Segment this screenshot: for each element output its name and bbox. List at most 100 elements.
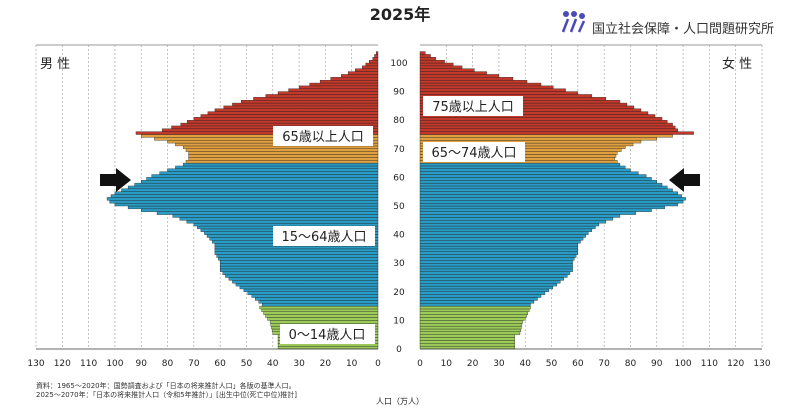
male-bar [172, 214, 379, 218]
male-bar [188, 151, 379, 155]
female-bar [419, 222, 600, 227]
male-bar [114, 191, 379, 195]
male-bar [288, 88, 379, 92]
age-tick-label: 100 [390, 59, 407, 69]
female-bar [419, 214, 621, 218]
male-bar [372, 57, 379, 61]
female-bar [419, 208, 652, 212]
x-tick-label: 80 [162, 359, 174, 369]
marker-arrow-right-icon [669, 168, 700, 192]
band-label-0-14: 0〜14歳人口 [280, 324, 375, 344]
male-bar [159, 171, 379, 175]
female-bar [419, 340, 515, 344]
female-bar [419, 168, 631, 172]
female-bar [419, 125, 676, 129]
female-bar [419, 225, 596, 230]
publisher-logo: 国立社会保障・人口問題研究所 [561, 11, 774, 37]
svg-text:65〜74歳人口: 65〜74歳人口 [431, 146, 516, 161]
female-bar [419, 345, 515, 350]
female-bar [419, 254, 577, 258]
female-side-label: 女 性 [722, 56, 752, 72]
x-tick-label: 130 [753, 359, 770, 369]
female-bar [419, 251, 579, 255]
marker-arrow-left-icon [100, 168, 131, 192]
male-bar [183, 162, 379, 167]
female-bar [419, 91, 579, 95]
female-bar [419, 263, 573, 267]
female-bar [419, 311, 529, 315]
female-bar [419, 228, 593, 232]
female-bar [419, 248, 579, 252]
age-tick-label: 90 [393, 88, 405, 98]
x-tick-label: 70 [188, 359, 200, 369]
female-bar [419, 51, 426, 55]
female-bar [419, 314, 527, 318]
source-note-line-2: 2025〜2070年：「日本の将来推計人口（令和5年推計）」[出生中位(死亡中位… [36, 390, 297, 399]
band-label-75-plus: 75歳以上人口 [423, 96, 523, 116]
band-label-15-64: 15〜64歳人口 [273, 226, 375, 246]
male-bar [239, 285, 379, 290]
male-bar [134, 182, 379, 187]
female-bar [419, 194, 682, 198]
female-bar [419, 297, 538, 301]
x-tick-label: 60 [214, 359, 226, 369]
male-bar [241, 100, 379, 104]
female-bar [419, 331, 521, 335]
female-bar [419, 217, 614, 221]
male-bar [121, 188, 379, 192]
age-tick-label: 70 [393, 145, 405, 155]
female-bar [419, 260, 573, 264]
female-bar [419, 174, 647, 178]
x-tick-label: 120 [54, 359, 71, 369]
male-bar [277, 91, 379, 95]
male-bar [218, 257, 379, 261]
male-bar [185, 160, 379, 164]
male-bar [214, 108, 379, 112]
male-bar [106, 197, 379, 201]
x-tick-label: 30 [493, 359, 505, 369]
female-bar [419, 274, 568, 278]
male-bar [298, 85, 379, 89]
female-bar [419, 291, 546, 295]
male-bar [265, 94, 379, 98]
male-bar [232, 280, 379, 284]
male-bar [232, 102, 379, 107]
female-bar [419, 243, 579, 247]
female-bar [419, 88, 566, 92]
female-bar [419, 137, 657, 141]
male-bar [225, 274, 379, 278]
female-bar [419, 325, 522, 330]
female-bar [419, 300, 535, 304]
male-bar [228, 277, 379, 281]
male-bar [127, 205, 379, 210]
female-bar [419, 134, 673, 138]
svg-text:75歳以上人口: 75歳以上人口 [432, 100, 514, 115]
age-tick-label: 20 [393, 288, 405, 298]
male-bar [188, 154, 379, 158]
female-bar [419, 177, 652, 181]
male-bar [362, 65, 379, 69]
female-bar [419, 257, 575, 261]
female-bar [419, 62, 454, 67]
x-tick-label: 0 [375, 359, 381, 369]
x-tick-label: 0 [417, 359, 423, 369]
female-bar [419, 234, 586, 238]
male-bar [167, 168, 379, 172]
male-bar [376, 51, 379, 55]
female-bar [419, 120, 668, 124]
x-tick-label: 30 [293, 359, 305, 369]
female-bar [419, 182, 663, 187]
female-bar [419, 200, 684, 204]
female-bar [419, 337, 515, 341]
female-bar [419, 57, 436, 61]
male-bar [265, 314, 379, 318]
age-tick-label: 10 [393, 316, 405, 326]
x-tick-label: 20 [320, 359, 332, 369]
female-bar [419, 343, 515, 347]
male-bar [156, 211, 379, 215]
male-bar [261, 308, 379, 312]
female-bar [419, 277, 564, 281]
female-bar [419, 65, 463, 69]
chart-title: 2025年 [370, 5, 431, 24]
age-tick-label: 0 [396, 345, 402, 355]
